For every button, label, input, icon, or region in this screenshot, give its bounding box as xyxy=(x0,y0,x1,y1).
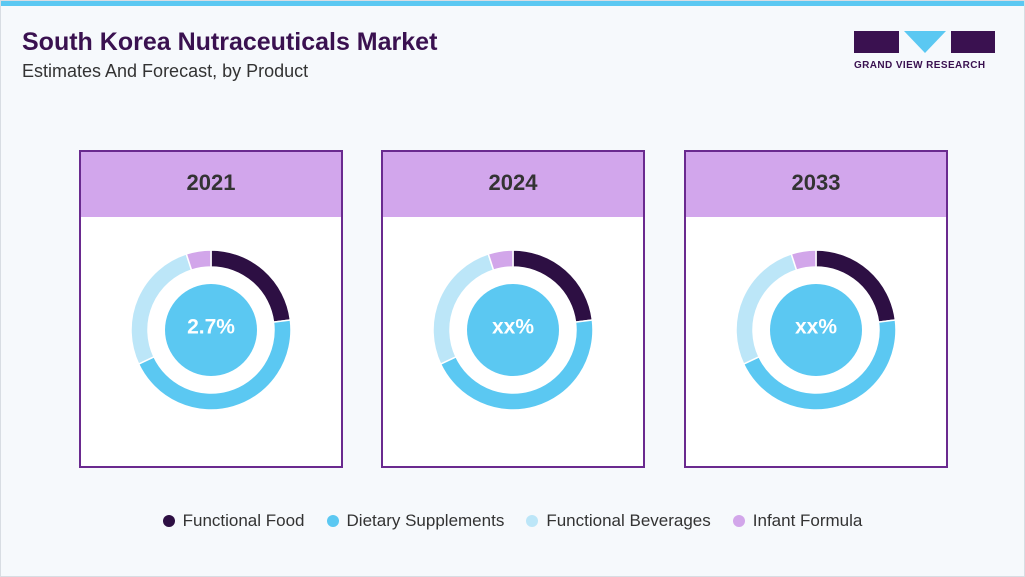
panel-title: 2024 xyxy=(489,170,539,195)
panel-header xyxy=(686,152,946,217)
legend: Functional Food Dietary Supplements Functi… xyxy=(1,511,1024,531)
center-circle xyxy=(770,284,862,376)
legend-label: Infant Formula xyxy=(752,511,863,530)
legend-swatch xyxy=(526,515,539,527)
donut-slice xyxy=(185,249,212,272)
logo-text: GRAND VIEW RESEARCH xyxy=(854,60,986,71)
center-label: xx% xyxy=(795,316,837,339)
donut-slice xyxy=(790,249,817,272)
panel-title: 2033 xyxy=(792,170,841,195)
legend-swatch xyxy=(326,515,339,527)
legend-swatch xyxy=(162,515,175,527)
legend-item: Functional Food xyxy=(162,511,305,531)
center-circle xyxy=(467,284,559,376)
top-stripe xyxy=(1,1,1024,6)
legend-label: Functional Food xyxy=(182,511,305,530)
title: South Korea Nutraceuticals Market xyxy=(22,28,438,56)
logo-mark xyxy=(854,31,995,53)
legend-label: Dietary Supplements xyxy=(346,511,505,530)
legend-label: Functional Beverages xyxy=(546,511,711,530)
panel-header xyxy=(81,152,341,217)
center-label: xx% xyxy=(492,316,534,339)
center-circle xyxy=(165,284,257,376)
legend-item: Dietary Supplements xyxy=(326,511,505,531)
legend-swatch xyxy=(732,515,745,527)
center-label: 2.7% xyxy=(187,316,235,339)
donut-slice xyxy=(487,249,514,272)
subtitle: Estimates And Forecast, by Product xyxy=(22,61,309,81)
legend-item: Infant Formula xyxy=(732,511,863,531)
legend-item: Functional Beverages xyxy=(526,511,711,531)
panel-header xyxy=(383,152,643,217)
panel-title: 2021 xyxy=(187,170,236,195)
